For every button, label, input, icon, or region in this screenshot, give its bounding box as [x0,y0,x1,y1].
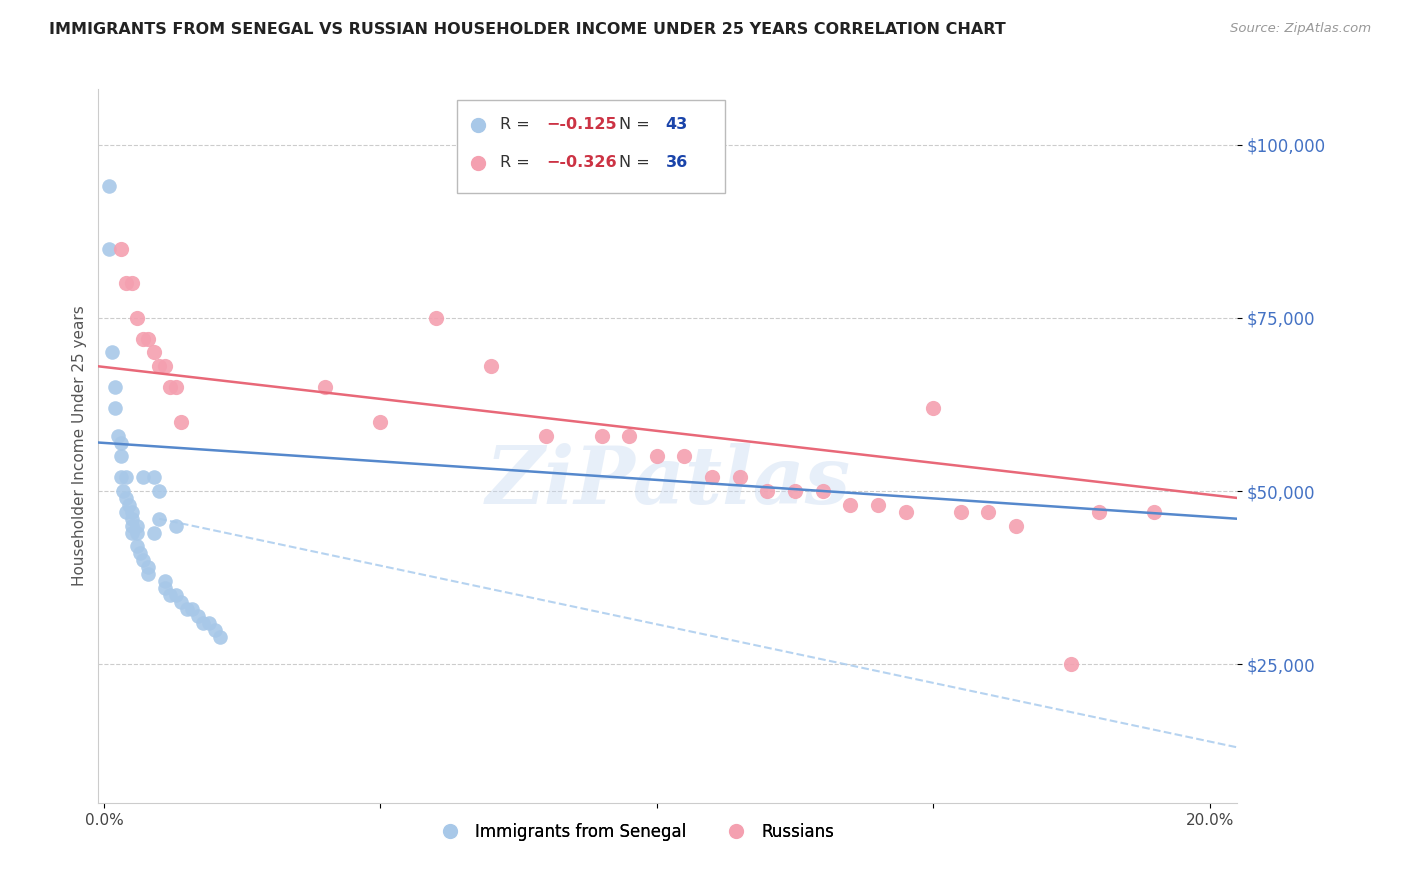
Point [131,470,153,484]
Point [112,483,135,498]
Point [839,498,862,512]
Text: Source: ZipAtlas.com: Source: ZipAtlas.com [1230,22,1371,36]
Point [148,359,170,374]
Point [136,567,159,582]
Point [121,512,143,526]
Point [783,483,806,498]
Point [110,435,132,450]
Point [894,505,917,519]
Point [153,359,176,374]
Point [645,450,668,464]
Point [165,518,187,533]
Point [136,332,159,346]
Point [101,345,124,359]
Point [142,345,165,359]
Point [479,359,502,374]
Point [728,470,751,484]
Point [115,491,138,505]
Legend: Immigrants from Senegal, Russians: Immigrants from Senegal, Russians [426,817,841,848]
Point [115,276,138,290]
Point [128,546,150,560]
Point [425,310,447,325]
Text: 43: 43 [665,118,688,132]
Point [176,602,198,616]
Point [204,623,226,637]
Point [148,483,170,498]
Point [115,470,138,484]
Point [673,450,696,464]
Point [617,428,640,442]
Text: R =: R = [501,118,536,132]
Point [1088,505,1111,519]
Point [148,512,170,526]
Point [98,179,121,194]
Point [118,498,141,512]
Point [700,470,723,484]
Point [107,428,129,442]
Point [756,483,779,498]
Point [165,588,187,602]
Point [949,505,972,519]
Point [127,525,149,540]
Point [866,498,889,512]
Point [115,505,138,519]
Point [121,525,143,540]
Point [104,401,127,415]
Point [193,615,215,630]
Point [121,276,143,290]
Point [209,630,232,644]
Point [110,242,132,256]
Point [110,470,132,484]
Point [127,540,149,554]
Point [131,332,153,346]
Point [159,588,181,602]
Point [170,415,193,429]
Point [142,525,165,540]
FancyBboxPatch shape [457,100,725,193]
Point [104,380,127,394]
Text: N =: N = [619,118,655,132]
Point [591,428,613,442]
Point [1060,657,1083,672]
Point [153,581,176,595]
Point [153,574,176,588]
Point [110,450,132,464]
Text: −-0.326: −-0.326 [546,155,617,170]
Point [136,560,159,574]
Point [977,505,1000,519]
Text: 36: 36 [665,155,688,170]
Point [121,505,143,519]
Point [187,608,209,623]
Point [370,415,392,429]
Point [131,553,153,567]
Point [1143,505,1166,519]
Point [165,380,187,394]
Point [121,518,143,533]
Point [170,595,193,609]
Point [922,401,945,415]
Text: ZiPatlas: ZiPatlas [485,443,851,520]
Text: N =: N = [619,155,655,170]
Point [127,310,149,325]
Y-axis label: Householder Income Under 25 years: Householder Income Under 25 years [72,306,87,586]
Text: R =: R = [501,155,536,170]
Point [198,615,221,630]
Point [1005,518,1028,533]
Point [159,380,181,394]
Text: −-0.125: −-0.125 [546,118,617,132]
Text: IMMIGRANTS FROM SENEGAL VS RUSSIAN HOUSEHOLDER INCOME UNDER 25 YEARS CORRELATION: IMMIGRANTS FROM SENEGAL VS RUSSIAN HOUSE… [49,22,1005,37]
Point [98,242,121,256]
Point [811,483,834,498]
Point [534,428,557,442]
Point [142,470,165,484]
Point [127,518,149,533]
Point [181,602,204,616]
Point [314,380,336,394]
